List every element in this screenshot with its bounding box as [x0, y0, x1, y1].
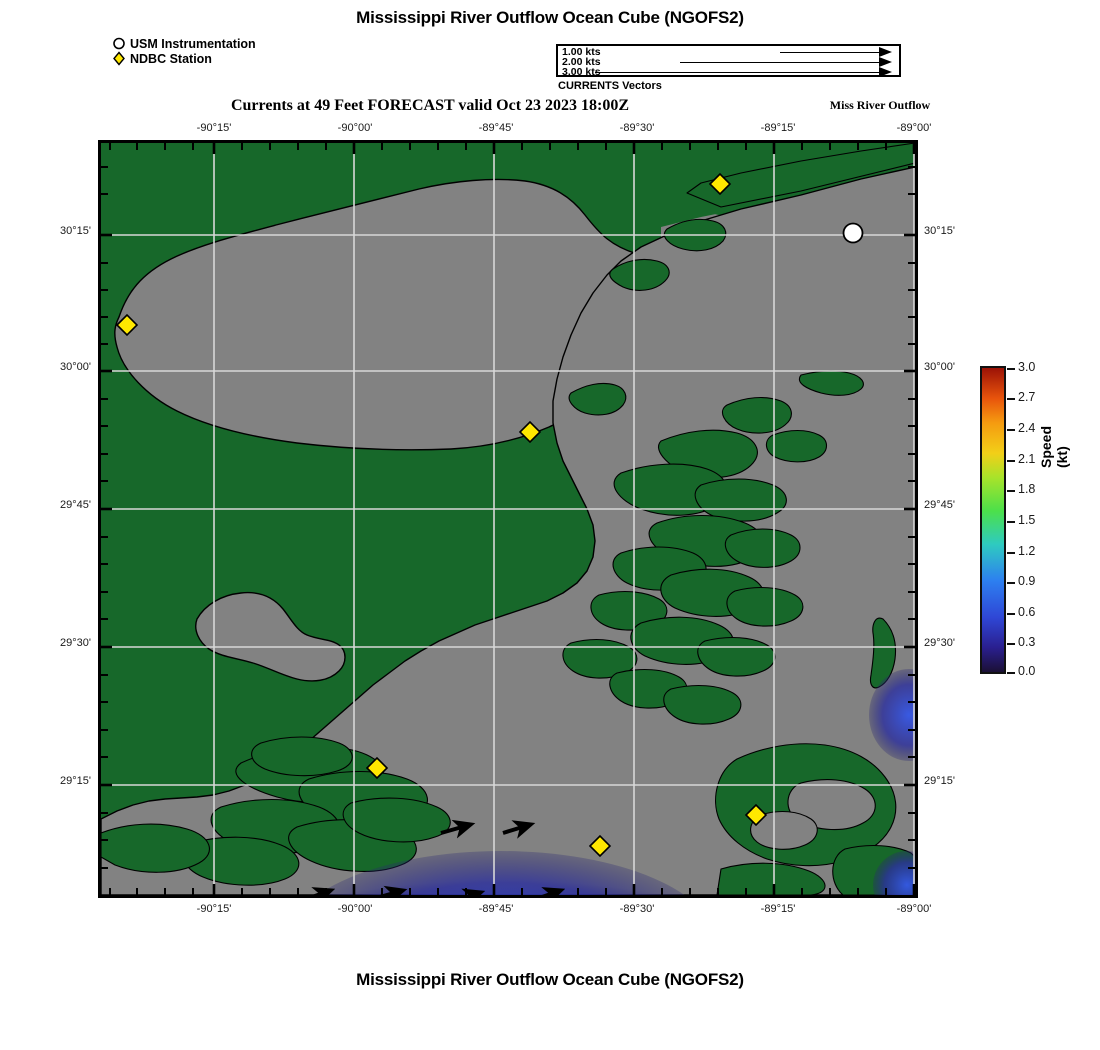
- vector-shaft-2: [680, 62, 880, 63]
- lon-label-top-4: -89°15': [760, 122, 796, 134]
- lon-label-bottom-2: -89°45': [478, 903, 514, 915]
- vector-legend-row-3: 3.00 kts: [558, 66, 899, 78]
- lat-label-right-0: 30°15': [924, 225, 955, 237]
- current-vector-arrows: [311, 819, 566, 895]
- vector-legend-label-3: 3.00 kts: [562, 66, 601, 78]
- map-canvas[interactable]: [98, 140, 918, 898]
- lat-label-left-0: 30°15': [60, 225, 91, 237]
- colorbar-label-1-5: 1.5: [1018, 513, 1036, 527]
- colorbar-tick: [1007, 368, 1015, 370]
- legend-item-ndbc: NDBC Station: [112, 51, 256, 66]
- legend-label-usm: USM Instrumentation: [130, 36, 256, 51]
- axis-ticks: [101, 143, 915, 895]
- lat-label-right-4: 29°15': [924, 775, 955, 787]
- colorbar-tick: [1007, 672, 1015, 674]
- colorbar-label-3-0: 3.0: [1018, 360, 1036, 374]
- vector-legend-row-2: 2.00 kts: [558, 56, 899, 68]
- colorbar-label-1-8: 1.8: [1018, 482, 1036, 496]
- lat-label-left-3: 29°30': [60, 637, 91, 649]
- vector-arrowhead-3: [879, 67, 892, 77]
- current-speed-field: [230, 669, 915, 895]
- colorbar-title: Speed (kt): [1038, 426, 1070, 469]
- vector-legend-label-1: 1.00 kts: [562, 46, 601, 58]
- lat-label-right-2: 29°45': [924, 499, 955, 511]
- ndbc-station-marker: [744, 803, 768, 827]
- colorbar-label-0-3: 0.3: [1018, 635, 1036, 649]
- colorbar-label-2-7: 2.7: [1018, 390, 1036, 404]
- lon-label-bottom-3: -89°30': [619, 903, 655, 915]
- lat-label-right-1: 30°00': [924, 361, 955, 373]
- lon-label-top-5: -89°00': [896, 122, 932, 134]
- colorbar-tick: [1007, 643, 1015, 645]
- colorbar-label-1-2: 1.2: [1018, 544, 1036, 558]
- lat-label-right-3: 29°30': [924, 637, 955, 649]
- vector-shaft-1: [780, 52, 880, 53]
- currents-vector-legend: 1.00 kts 2.00 kts 3.00 kts: [556, 44, 901, 78]
- lon-label-bottom-0: -90°15': [196, 903, 232, 915]
- vector-shaft-3: [595, 72, 880, 73]
- vector-legend-caption: CURRENTS Vectors: [558, 80, 662, 92]
- forecast-subtitle: Currents at 49 Feet FORECAST valid Oct 2…: [230, 97, 630, 114]
- diamond-marker-icon: [112, 51, 127, 66]
- circle-marker-icon: [112, 36, 127, 51]
- vector-legend-label-2: 2.00 kts: [562, 56, 601, 68]
- colorbar-label-2-1: 2.1: [1018, 452, 1036, 466]
- legend-item-usm: USM Instrumentation: [112, 36, 256, 51]
- ndbc-station-marker: [518, 420, 542, 444]
- lon-label-bottom-5: -89°00': [896, 903, 932, 915]
- lon-label-top-3: -89°30': [619, 122, 655, 134]
- lat-label-left-1: 30°00': [60, 361, 91, 373]
- lon-label-bottom-4: -89°15': [760, 903, 796, 915]
- lon-label-top-2: -89°45': [478, 122, 514, 134]
- colorbar-tick: [1007, 552, 1015, 554]
- vector-arrowhead-2: [879, 57, 892, 67]
- colorbar-tick: [1007, 460, 1015, 462]
- station-markers[interactable]: [115, 172, 864, 858]
- lon-label-bottom-1: -90°00': [337, 903, 373, 915]
- bottom-title: Mississippi River Outflow Ocean Cube (NG…: [356, 970, 744, 989]
- graticule: [101, 143, 915, 895]
- lat-label-left-2: 29°45': [60, 499, 91, 511]
- colorbar-tick: [1007, 613, 1015, 615]
- vector-arrowhead-1: [879, 47, 892, 57]
- ndbc-station-marker: [588, 834, 612, 858]
- colorbar-label-0-6: 0.6: [1018, 605, 1036, 619]
- lon-label-top-0: -90°15': [196, 122, 232, 134]
- colorbar-tick: [1007, 429, 1015, 431]
- legend-label-ndbc: NDBC Station: [130, 51, 212, 66]
- map-clip: [101, 143, 915, 895]
- colorbar-tick: [1007, 582, 1015, 584]
- map-graphic: [101, 143, 915, 895]
- outflow-label: Miss River Outflow: [829, 98, 931, 112]
- ndbc-station-marker: [115, 313, 139, 337]
- colorbar-gradient: [980, 366, 1006, 674]
- colorbar-label-0-0: 0.0: [1018, 664, 1036, 678]
- colorbar-tick: [1007, 490, 1015, 492]
- usm-instrumentation-marker: [842, 222, 864, 244]
- colorbar-tick: [1007, 398, 1015, 400]
- colorbar-label-0-9: 0.9: [1018, 574, 1036, 588]
- lat-label-left-4: 29°15': [60, 775, 91, 787]
- colorbar-label-2-4: 2.4: [1018, 421, 1036, 435]
- vector-legend-row-1: 1.00 kts: [558, 46, 899, 58]
- page-title: Mississippi River Outflow Ocean Cube (NG…: [356, 8, 744, 27]
- ndbc-station-marker: [365, 756, 389, 780]
- station-legend: USM Instrumentation NDBC Station: [112, 36, 256, 66]
- lon-label-top-1: -90°00': [337, 122, 373, 134]
- colorbar-tick: [1007, 521, 1015, 523]
- ndbc-station-marker: [708, 172, 732, 196]
